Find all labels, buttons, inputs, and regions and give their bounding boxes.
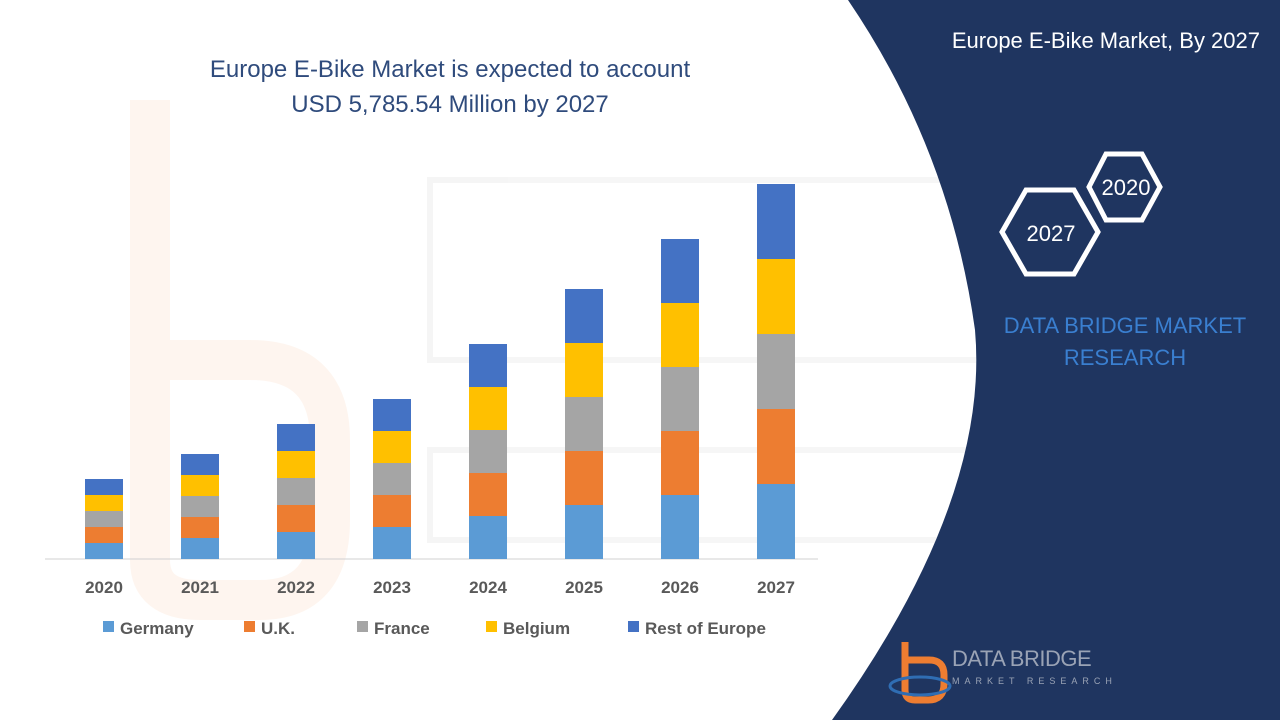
bar-segment-rest-of-europe-2024: [469, 344, 507, 387]
bar-segment-germany-2024: [469, 516, 507, 559]
bar-segment-rest-of-europe-2021: [181, 454, 219, 475]
bar-segment-rest-of-europe-2026: [661, 239, 699, 303]
bar-segment-rest-of-europe-2027: [757, 184, 795, 259]
bar-segment-germany-2021: [181, 538, 219, 559]
bar-segment-germany-2027: [757, 484, 795, 559]
bar-segment-u-k-2025: [565, 451, 603, 505]
legend-swatch-france: [357, 621, 368, 632]
x-tick-label-2025: 2025: [565, 578, 603, 597]
bar-segment-rest-of-europe-2023: [373, 399, 411, 431]
bar-segment-rest-of-europe-2025: [565, 289, 603, 343]
bar-segment-belgium-2022: [277, 451, 315, 478]
bar-segment-france-2023: [373, 463, 411, 495]
bar-segment-france-2022: [277, 478, 315, 505]
bar-segment-france-2021: [181, 496, 219, 517]
bar-segment-rest-of-europe-2022: [277, 424, 315, 451]
headline-line-2: USD 5,785.54 Million by 2027: [291, 91, 609, 118]
legend-swatch-u-k: [244, 621, 255, 632]
legend-swatch-belgium: [486, 621, 497, 632]
bar-segment-belgium-2026: [661, 303, 699, 367]
bar-segment-germany-2020: [85, 543, 123, 559]
panel-title: Europe E-Bike Market, By 2027: [951, 28, 1260, 53]
bar-segment-germany-2025: [565, 505, 603, 559]
bar-segment-u-k-2022: [277, 505, 315, 532]
bar-segment-france-2026: [661, 367, 699, 431]
bar-segment-germany-2026: [661, 495, 699, 559]
brand-text: DATA BRIDGE MARKET RESEARCH: [980, 310, 1270, 374]
x-tick-label-2023: 2023: [373, 578, 411, 597]
bar-segment-rest-of-europe-2020: [85, 479, 123, 495]
bar-segment-u-k-2026: [661, 431, 699, 495]
bar-segment-belgium-2021: [181, 475, 219, 496]
chart-headline: Europe E-Bike Market is expected to acco…: [130, 52, 770, 122]
bar-segment-belgium-2023: [373, 431, 411, 463]
bar-segment-u-k-2021: [181, 517, 219, 538]
bar-segment-france-2027: [757, 334, 795, 409]
data-bridge-logo-icon: [888, 642, 952, 704]
right-panel: [832, 0, 1280, 720]
watermark: [130, 100, 1253, 620]
legend-label-belgium: Belgium: [503, 619, 570, 638]
bar-segment-france-2020: [85, 511, 123, 527]
logo-subtitle: MARKET RESEARCH: [952, 676, 1117, 686]
stacked-bar-chart: 2020 2021 2022 2023 2024 2025 2026 2027 Germany U…: [45, 184, 818, 638]
legend-label-u-k: U.K.: [261, 619, 295, 638]
legend-swatch-germany: [103, 621, 114, 632]
logo-name: DATA BRIDGE: [952, 646, 1092, 671]
legend-label-france: France: [374, 619, 430, 638]
hexagon-2020-icon: [1086, 151, 1163, 223]
bar-segment-germany-2023: [373, 527, 411, 559]
x-tick-label-2024: 2024: [469, 578, 507, 597]
x-tick-label-2026: 2026: [661, 578, 699, 597]
bar-segment-belgium-2025: [565, 343, 603, 397]
x-tick-label-2021: 2021: [181, 578, 219, 597]
legend-label-germany: Germany: [120, 619, 194, 638]
brand-line-1: DATA BRIDGE MARKET: [1003, 313, 1247, 338]
hexagon-2027-icon: [999, 187, 1101, 277]
x-tick-label-2022: 2022: [277, 578, 315, 597]
hex-label-2020: 2020: [1102, 175, 1151, 200]
legend-swatch-rest-of-europe: [628, 621, 639, 632]
bar-segment-france-2025: [565, 397, 603, 451]
x-tick-label-2027: 2027: [757, 578, 795, 597]
bar-segment-u-k-2024: [469, 473, 507, 516]
x-tick-label-2020: 2020: [85, 578, 123, 597]
bar-segment-u-k-2027: [757, 409, 795, 484]
headline-line-1: Europe E-Bike Market is expected to acco…: [209, 56, 691, 83]
bar-segment-france-2024: [469, 430, 507, 473]
bar-segment-u-k-2023: [373, 495, 411, 527]
bar-segment-belgium-2020: [85, 495, 123, 511]
bar-segment-belgium-2024: [469, 387, 507, 430]
bar-segment-belgium-2027: [757, 259, 795, 334]
hex-label-2027: 2027: [1027, 221, 1076, 246]
brand-line-2: RESEARCH: [1063, 345, 1187, 370]
legend-label-rest-of-europe: Rest of Europe: [645, 619, 766, 638]
bar-segment-germany-2022: [277, 532, 315, 559]
bar-segment-u-k-2020: [85, 527, 123, 543]
